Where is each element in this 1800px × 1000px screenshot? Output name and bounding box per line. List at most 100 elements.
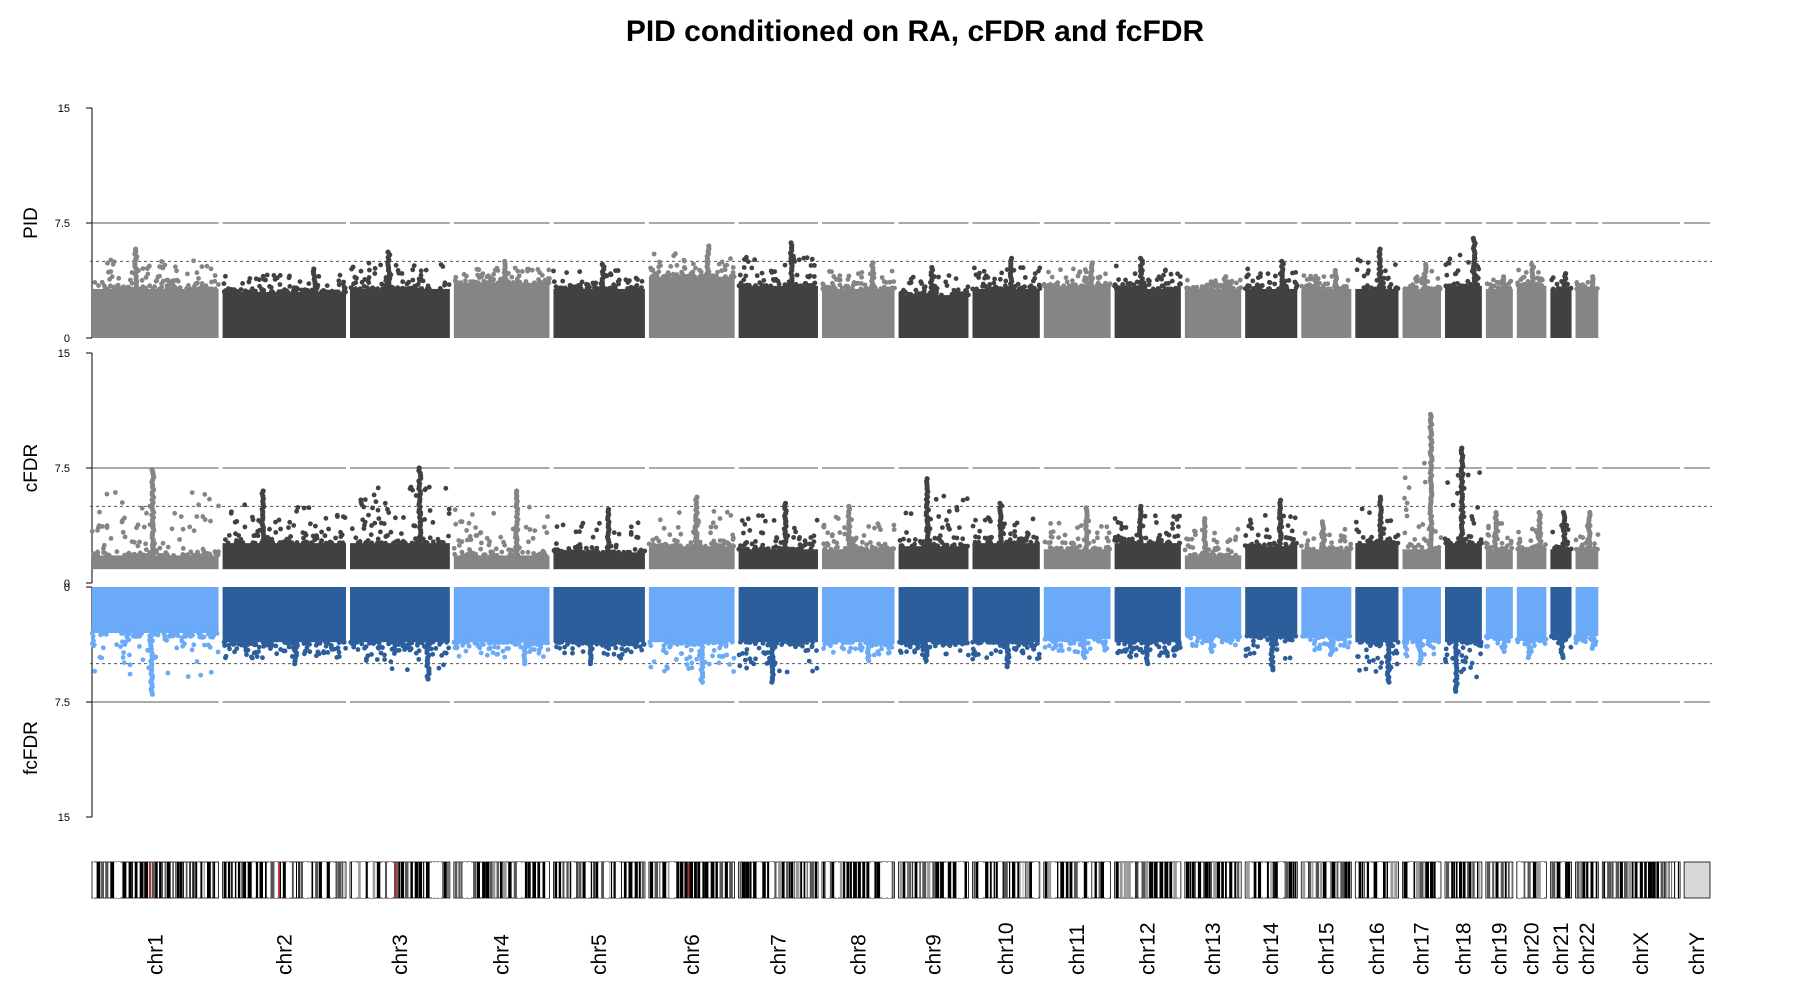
- snp-point: [319, 538, 324, 543]
- snp-point: [1245, 273, 1250, 278]
- snp-point: [1030, 516, 1036, 522]
- snp-point: [172, 510, 178, 516]
- snp-point: [424, 540, 430, 546]
- snp-point: [1034, 540, 1040, 545]
- snp-point: [912, 537, 918, 542]
- snp-point: [1356, 529, 1362, 535]
- snp-point: [1102, 647, 1108, 653]
- snp-point: [216, 549, 221, 554]
- snp-point: [240, 281, 246, 286]
- snp-point: [399, 271, 405, 276]
- snp-point: [198, 672, 204, 678]
- snp-point: [1154, 277, 1160, 283]
- snp-point: [351, 281, 356, 287]
- snp-point: [970, 523, 976, 529]
- snp-point: [189, 647, 195, 653]
- snp-point: [1311, 536, 1317, 541]
- snp-point: [780, 639, 786, 645]
- snp-point: [1046, 269, 1051, 275]
- snp-point: [1106, 538, 1111, 544]
- snp-point: [634, 534, 639, 540]
- snp-point: [1085, 640, 1091, 646]
- snp-point: [728, 513, 734, 518]
- snp-point: [1390, 643, 1396, 649]
- snp-point: [1583, 639, 1588, 645]
- snp-point: [196, 630, 201, 636]
- snp-point: [1355, 654, 1360, 659]
- snp-point: [1428, 286, 1434, 291]
- snp-point: [970, 286, 976, 292]
- snp-point: [1007, 537, 1013, 543]
- snp-peak-point: [1278, 497, 1284, 503]
- snp-point: [753, 539, 758, 544]
- snp-point: [174, 277, 180, 283]
- snp-point: [1289, 633, 1295, 639]
- snp-peak-point: [769, 679, 775, 685]
- snp-point: [684, 656, 690, 662]
- snp-point: [464, 552, 470, 558]
- snp-point: [416, 276, 422, 282]
- snp-point: [742, 542, 747, 548]
- snp-point: [278, 526, 283, 532]
- snp-point: [1263, 534, 1269, 539]
- snp-point: [573, 529, 579, 535]
- snp-point: [313, 523, 318, 529]
- snp-point: [305, 289, 311, 295]
- snp-point: [216, 282, 221, 287]
- snp-point: [350, 264, 356, 270]
- snp-point: [382, 657, 387, 662]
- snp-point: [1301, 273, 1307, 278]
- snp-density: [1485, 587, 1513, 637]
- snp-point: [974, 286, 979, 292]
- snp-point: [506, 547, 511, 552]
- snp-point: [1454, 540, 1460, 546]
- snp-point: [1574, 280, 1580, 285]
- snp-point: [545, 647, 551, 652]
- snp-point: [190, 552, 196, 558]
- snp-point: [1509, 545, 1515, 551]
- snp-point: [741, 530, 746, 536]
- snp-point: [1419, 545, 1425, 550]
- snp-point: [337, 540, 342, 546]
- snp-point: [887, 279, 893, 285]
- snp-point: [1486, 523, 1491, 529]
- snp-point: [613, 645, 619, 651]
- snp-point: [1470, 517, 1475, 522]
- snp-point: [247, 276, 253, 281]
- snp-point: [1308, 286, 1314, 292]
- snp-point: [1227, 537, 1233, 543]
- snp-point: [274, 651, 280, 657]
- snp-point: [302, 639, 308, 645]
- snp-point: [355, 647, 361, 652]
- snp-point: [1064, 279, 1070, 285]
- snp-point: [649, 267, 654, 273]
- snp-point: [143, 275, 149, 280]
- snp-point: [1031, 646, 1036, 652]
- snp-point: [142, 286, 148, 291]
- snp-point: [379, 540, 384, 546]
- snp-point: [121, 284, 127, 290]
- snp-point: [931, 541, 937, 547]
- snp-point: [492, 267, 498, 273]
- snp-point: [1532, 544, 1538, 549]
- snp-point: [1416, 278, 1422, 283]
- snp-point: [946, 640, 951, 646]
- snp-point: [408, 646, 414, 652]
- snp-point: [747, 528, 753, 533]
- snp-peak-point: [1470, 235, 1476, 241]
- snp-point: [866, 524, 872, 529]
- snp-point: [1060, 637, 1065, 643]
- snp-point: [95, 552, 100, 558]
- snp-point: [493, 546, 499, 552]
- snp-point: [359, 641, 365, 647]
- snp-point: [619, 640, 624, 646]
- snp-point: [868, 540, 873, 545]
- snp-point: [1337, 286, 1343, 292]
- snp-point: [375, 286, 381, 292]
- snp-peak-point: [1587, 509, 1593, 516]
- snp-point: [1402, 495, 1407, 501]
- snp-point: [757, 280, 763, 286]
- snp-point: [326, 526, 331, 532]
- snp-point: [1087, 646, 1093, 651]
